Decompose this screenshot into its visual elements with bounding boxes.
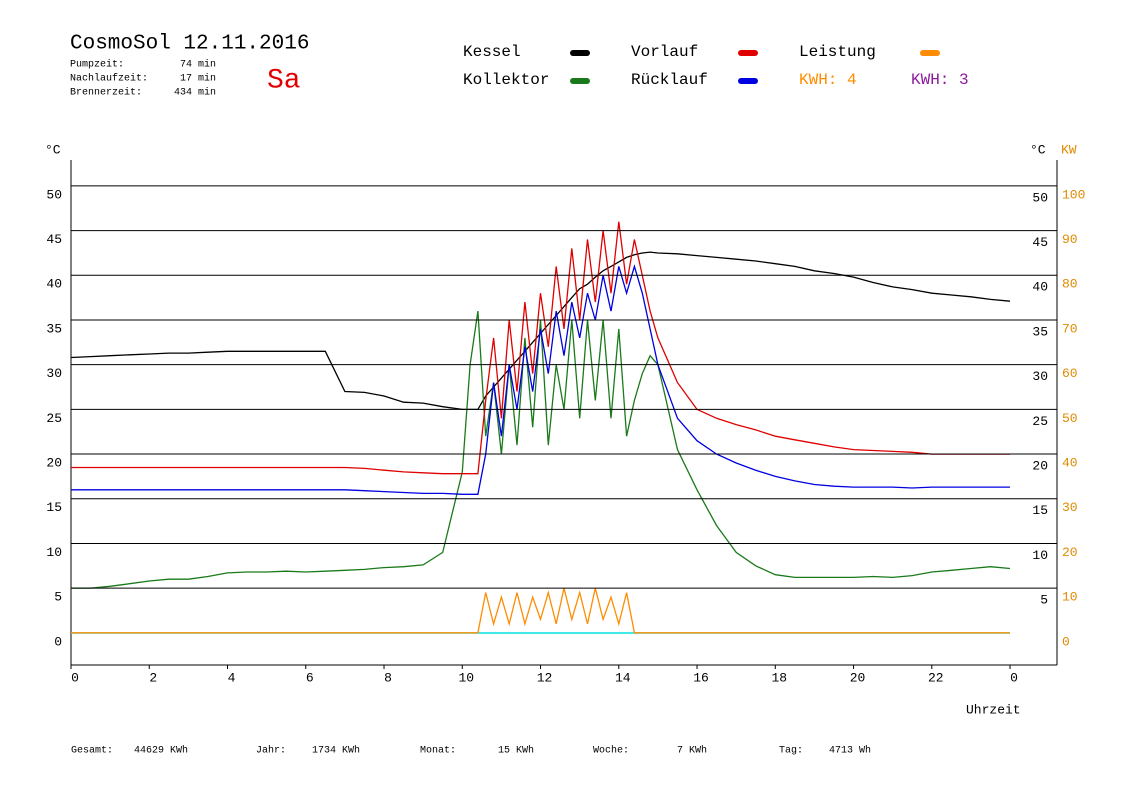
x-tick-label: 6 [306,670,314,685]
y-right-tick-label: 30 [1032,369,1048,384]
footer-label: Monat: [420,746,456,757]
y-tick-label: 50 [46,187,62,202]
stat-value: 434 min [174,87,216,99]
series-line [71,311,1011,589]
x-tick-label: 4 [228,670,236,685]
y2-tick-label: 80 [1062,277,1078,292]
y-tick-label: 5 [54,590,62,605]
y2-tick-label: 100 [1062,187,1085,202]
y-tick-label: 10 [46,545,62,560]
kwh-label: KWH: 4 [799,71,857,89]
footer-label: Woche: [593,745,629,757]
stat-label: Pumpzeit: [70,59,124,71]
plot [70,221,1011,634]
y2-tick-label: 70 [1062,321,1078,336]
footer-value: 15 KWh [498,745,534,757]
y2-tick-label: 50 [1062,411,1078,426]
legend-label: Rücklauf [631,71,708,89]
series-line [71,587,1010,634]
footer-value: 1734 KWh [312,745,360,757]
stat-value: 74 min [180,59,216,71]
y2-tick-label: 20 [1062,545,1078,560]
y-axis-label: °C [45,142,61,157]
stat-label: Brennerzeit: [70,87,142,99]
y2-tick-label: 30 [1062,500,1078,515]
y-tick-label: 30 [46,366,62,381]
legend-label: Kollektor [463,71,549,89]
y-tick-label: 35 [46,321,62,336]
x-tick-label: 8 [384,670,392,685]
x-tick-label: 2 [149,670,157,685]
y-tick-label: 25 [46,411,62,426]
footer-label: Tag: [779,746,803,757]
footer-label: Gesamt: [71,746,113,757]
footer-label: Jahr: [256,745,286,757]
y-tick-label: 15 [46,500,62,515]
y-right-tick-label: 40 [1032,280,1048,295]
footer-value: 7 KWh [677,745,707,757]
title: CosmoSol 12.11.2016 [70,33,309,56]
y2-tick-label: 40 [1062,455,1078,470]
x-tick-label: 16 [693,670,709,685]
x-axis-label: Uhrzeit [966,702,1021,717]
x-tick-label: 0 [71,670,79,685]
y-tick-label: 40 [46,277,62,292]
legend-label: Vorlauf [631,43,698,61]
y2-tick-label: 0 [1062,634,1070,649]
x-tick-label: 20 [850,670,866,685]
series-line [71,221,1010,475]
kwh-label: KWH: 3 [911,71,969,89]
y-tick-label: 0 [54,634,62,649]
y-right-tick-label: 35 [1032,324,1048,339]
stat-label: Nachlaufzeit: [70,73,148,85]
footer-value: 44629 KWh [134,745,188,757]
x-tick-label: 22 [928,670,944,685]
y-tick-label: 20 [46,455,62,470]
y-right-tick-label: 50 [1032,190,1048,205]
y2-tick-label: 90 [1062,232,1078,247]
x-tick-label: 10 [458,670,474,685]
y-right-tick-label: 25 [1032,414,1048,429]
x-tick-label: 12 [537,670,553,685]
series-line [71,264,1010,495]
y2-tick-label: 10 [1062,590,1078,605]
y-right-tick-label: 10 [1032,548,1048,563]
y-right-tick-label: 45 [1032,235,1048,250]
y2-axis-label: KW [1061,142,1077,157]
y2-tick-label: 60 [1062,366,1078,381]
y-right-tick-label: 5 [1040,593,1048,608]
x-tick-label: 18 [771,670,787,685]
y-right-tick-label: 20 [1032,458,1048,473]
x-tick-label: 0 [1010,670,1018,685]
legend-label: Leistung [799,43,876,61]
y-right-axis-label: °C [1030,142,1046,157]
y-tick-label: 45 [46,232,62,247]
weekday: Sa [267,65,301,96]
footer-value: 4713 Wh [829,745,871,757]
y-right-tick-label: 15 [1032,503,1048,518]
legend-label: Kessel [463,43,521,61]
stat-value: 17 min [180,73,216,85]
x-tick-label: 14 [615,670,631,685]
